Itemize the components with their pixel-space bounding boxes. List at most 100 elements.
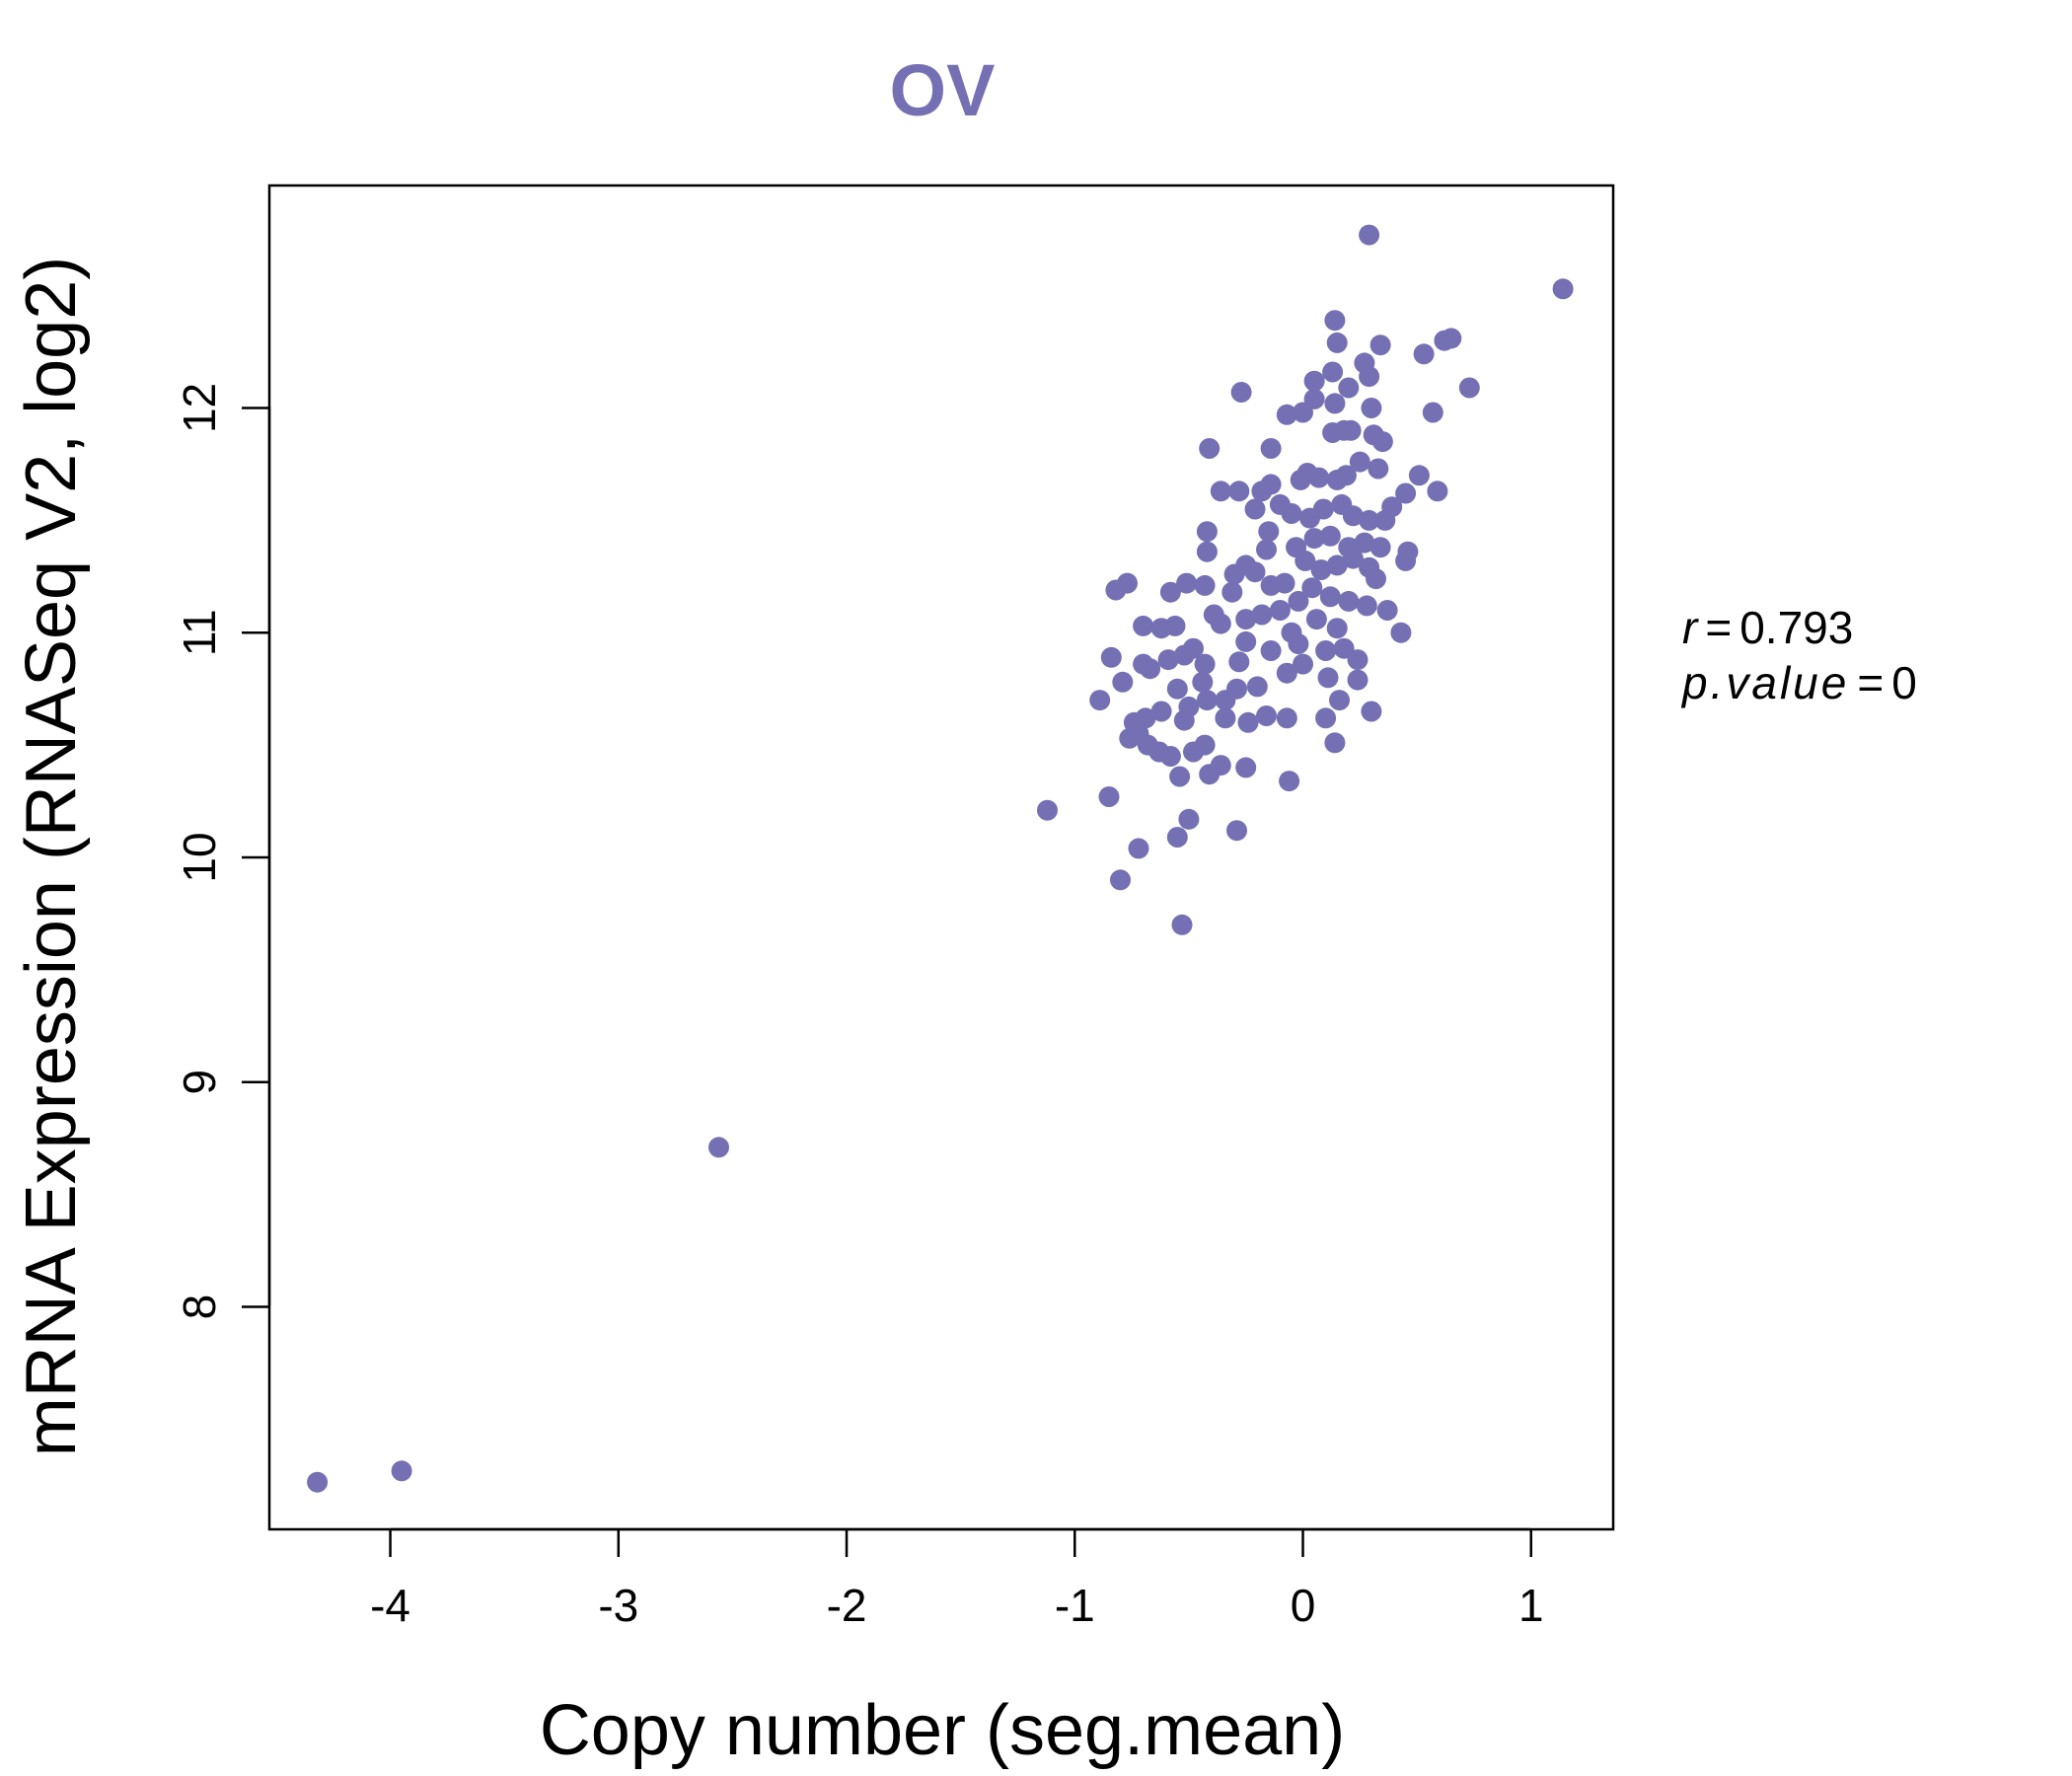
data-point xyxy=(1199,438,1221,459)
data-point xyxy=(1251,604,1273,626)
data-point xyxy=(1276,404,1297,425)
p-stat: p.value = 0 xyxy=(1680,657,1917,708)
data-point xyxy=(1196,521,1218,543)
data-point xyxy=(1361,398,1382,418)
stats-annotation: r = 0.793 p.value = 0 xyxy=(1680,602,1917,708)
data-point xyxy=(1037,799,1058,821)
data-point xyxy=(1119,727,1141,749)
data-point xyxy=(1228,481,1250,502)
r-equals: = xyxy=(1705,602,1732,653)
chart-title: OV xyxy=(890,49,996,131)
data-point xyxy=(1347,669,1369,691)
data-point xyxy=(1288,633,1309,655)
data-point xyxy=(1133,615,1154,636)
data-point xyxy=(1276,662,1297,684)
data-point xyxy=(1178,808,1200,830)
x-tick-label: -3 xyxy=(598,1580,638,1631)
data-point xyxy=(1434,330,1455,351)
data-point xyxy=(1098,786,1120,807)
data-point xyxy=(1395,482,1417,504)
data-point xyxy=(1176,572,1198,594)
data-point xyxy=(1281,503,1302,524)
data-point xyxy=(1194,574,1216,596)
r-stat: r = 0.793 xyxy=(1682,602,1853,653)
data-point xyxy=(1251,481,1273,502)
data-point xyxy=(1322,361,1344,383)
data-point xyxy=(1340,419,1362,441)
y-axis: 8 9 10 11 12 xyxy=(174,383,271,1319)
data-point xyxy=(1166,678,1188,700)
data-point xyxy=(1089,690,1111,711)
data-point xyxy=(1295,550,1316,571)
data-point xyxy=(1552,278,1574,300)
data-point xyxy=(1366,568,1386,590)
data-point xyxy=(1173,644,1195,666)
data-point xyxy=(1369,334,1391,356)
data-point xyxy=(1338,590,1360,612)
y-axis-label: mRNA Expression (RNASeq V2, log2) xyxy=(12,257,91,1456)
data-point xyxy=(307,1471,329,1493)
data-point xyxy=(1347,649,1369,671)
y-tick-label: 9 xyxy=(174,1070,225,1095)
data-point xyxy=(1293,653,1313,675)
data-point xyxy=(1235,757,1257,778)
data-point xyxy=(1305,609,1327,630)
data-point xyxy=(1349,451,1370,473)
data-point xyxy=(1315,640,1337,661)
data-point xyxy=(1354,532,1375,554)
data-point xyxy=(1338,377,1360,399)
data-point xyxy=(1303,370,1325,392)
data-point xyxy=(1326,469,1348,490)
data-point xyxy=(1376,600,1398,621)
data-point xyxy=(1324,393,1346,414)
x-tick-label: -4 xyxy=(370,1580,410,1631)
data-point xyxy=(1324,732,1346,754)
x-axis-label: Copy number (seg.mean) xyxy=(540,1691,1345,1770)
data-point xyxy=(1319,525,1341,547)
data-point xyxy=(1256,705,1277,726)
x-axis: -4 -3 -2 -1 0 1 xyxy=(370,1527,1544,1631)
data-point xyxy=(1319,586,1341,608)
data-point xyxy=(1359,224,1380,246)
y-tick-label: 12 xyxy=(174,383,225,433)
r-symbol: r xyxy=(1682,602,1699,653)
data-point xyxy=(1235,630,1257,652)
p-value: 0 xyxy=(1891,657,1917,708)
data-point xyxy=(1210,613,1231,634)
data-point xyxy=(1329,690,1350,711)
data-point xyxy=(1235,609,1257,630)
data-point xyxy=(1244,498,1266,520)
data-point xyxy=(1159,746,1181,767)
data-point xyxy=(1112,671,1134,693)
data-points xyxy=(307,224,1574,1493)
data-point xyxy=(1196,690,1218,711)
data-point xyxy=(1458,377,1480,399)
data-point xyxy=(1192,671,1214,693)
data-point xyxy=(1183,741,1204,763)
data-point xyxy=(1237,711,1259,733)
data-point xyxy=(1159,581,1181,603)
x-tick-label: 0 xyxy=(1291,1580,1316,1631)
data-point xyxy=(1290,469,1311,490)
data-point xyxy=(1395,550,1417,571)
data-point xyxy=(1110,869,1131,891)
data-point xyxy=(1215,707,1236,729)
data-point xyxy=(1363,424,1384,446)
data-point xyxy=(1128,838,1149,859)
data-point xyxy=(1230,382,1252,403)
data-point xyxy=(1169,766,1191,787)
data-point xyxy=(1246,676,1268,698)
data-point xyxy=(1196,541,1218,562)
data-point xyxy=(1326,618,1348,639)
data-point xyxy=(1157,649,1179,671)
data-point xyxy=(1293,402,1313,423)
data-point xyxy=(1369,537,1391,558)
data-point xyxy=(1342,505,1364,527)
y-tick-label: 10 xyxy=(174,832,225,882)
r-value: 0.793 xyxy=(1739,602,1853,653)
p-symbol: p.value xyxy=(1680,657,1849,708)
data-point xyxy=(1288,590,1309,612)
data-point xyxy=(1303,528,1325,550)
data-point xyxy=(1279,771,1300,792)
